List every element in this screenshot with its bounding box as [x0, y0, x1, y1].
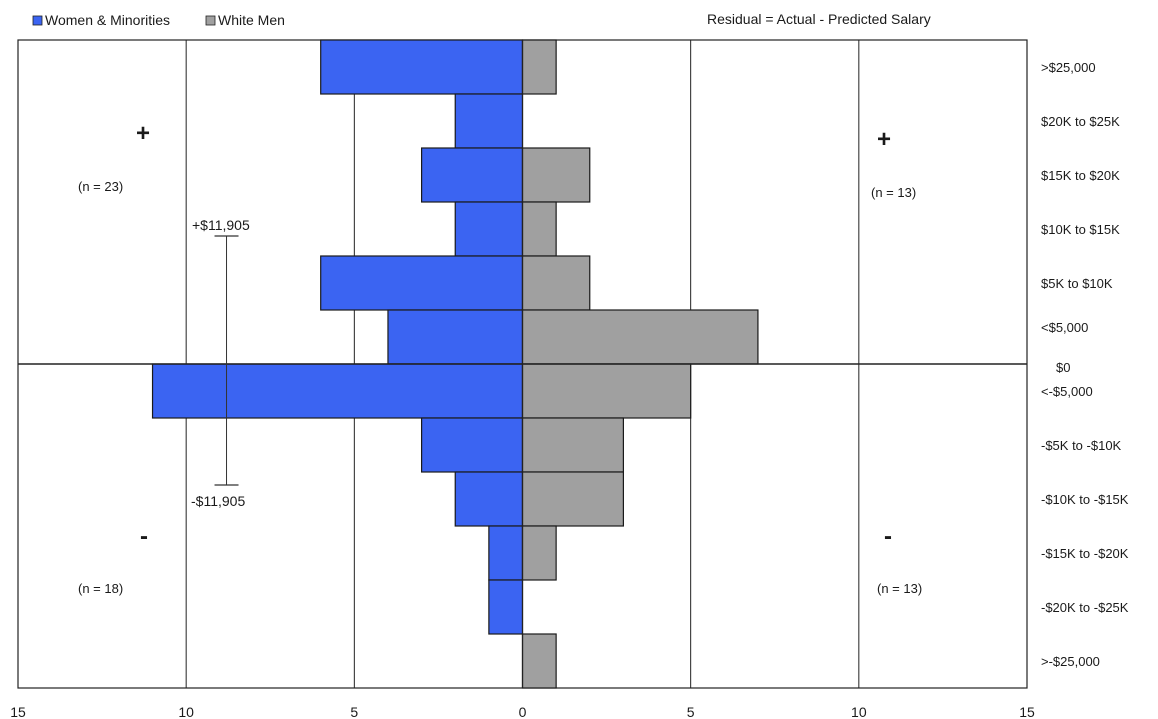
bar-white-men — [521, 39, 557, 95]
bar-women-minorities — [454, 201, 524, 257]
bar-women-minorities — [488, 579, 524, 635]
category-label: -$15K to -$20K — [1041, 546, 1129, 561]
bar-women-minorities — [320, 39, 524, 95]
category-label: <-$5,000 — [1041, 384, 1093, 399]
error-bar-lower-label: -$11,905 — [191, 493, 245, 509]
category-label: <$5,000 — [1041, 320, 1088, 335]
legend-label-white-men: White Men — [218, 12, 285, 28]
bar-white-men — [521, 147, 591, 203]
plus-sign-left: + — [136, 120, 150, 147]
chart-subtitle: Residual = Actual - Predicted Salary — [707, 11, 931, 27]
x-tick-label: 0 — [519, 704, 527, 719]
n-label-right-lower: (n = 13) — [877, 581, 922, 596]
category-label: -$20K to -$25K — [1041, 600, 1129, 615]
category-labels: >$25,000 $20K to $25K $15K to $20K $10K to … — [1041, 60, 1129, 669]
bar-women-minorities — [421, 417, 524, 473]
bars — [151, 39, 759, 689]
zero-label: $0 — [1056, 360, 1070, 375]
bar-women-minorities — [454, 93, 524, 149]
category-label: -$5K to -$10K — [1041, 438, 1122, 453]
n-label-left-lower: (n = 18) — [78, 581, 123, 596]
bar-women-minorities — [488, 525, 524, 581]
plus-sign-right: + — [877, 126, 891, 153]
x-tick-label: 15 — [1019, 704, 1035, 719]
x-tick-label: 5 — [687, 704, 695, 719]
x-tick-labels: 15 10 5 0 5 10 15 — [10, 704, 1035, 719]
category-label: >-$25,000 — [1041, 654, 1100, 669]
error-bar-upper-label: +$11,905 — [192, 217, 250, 233]
bar-white-men — [521, 525, 557, 581]
category-label: -$10K to -$15K — [1041, 492, 1129, 507]
legend: Women & Minorities White Men — [32, 12, 285, 28]
annotations: + + - - (n = 23) (n = 13) (n = 18) (n = … — [78, 120, 922, 596]
legend-label-women-minorities: Women & Minorities — [45, 12, 170, 28]
bar-white-men — [521, 363, 692, 419]
category-label: $10K to $15K — [1041, 222, 1120, 237]
x-tick-label: 10 — [178, 704, 194, 719]
x-tick-label: 10 — [851, 704, 867, 719]
bar-women-minorities — [151, 363, 524, 419]
legend-swatch-white-men — [205, 15, 216, 26]
x-tick-label: 5 — [350, 704, 358, 719]
legend-swatch-women-minorities — [32, 15, 43, 26]
bar-women-minorities — [454, 471, 524, 527]
n-label-left-upper: (n = 23) — [78, 179, 123, 194]
bar-white-men — [521, 309, 759, 365]
category-label: >$25,000 — [1041, 60, 1096, 75]
category-label: $5K to $10K — [1041, 276, 1113, 291]
minus-sign-left: - — [140, 523, 148, 550]
bar-white-men — [521, 471, 625, 527]
bar-women-minorities — [320, 255, 524, 311]
category-label: $15K to $20K — [1041, 168, 1120, 183]
x-tick-label: 15 — [10, 704, 26, 719]
category-label: $20K to $25K — [1041, 114, 1120, 129]
minus-sign-right: - — [884, 523, 892, 550]
axes — [18, 40, 1027, 688]
bar-white-men — [521, 633, 557, 689]
bar-women-minorities — [387, 309, 524, 365]
error-bar — [214, 235, 239, 486]
bar-white-men — [521, 255, 591, 311]
bar-women-minorities — [421, 147, 524, 203]
n-label-right-upper: (n = 13) — [871, 185, 916, 200]
bar-white-men — [521, 417, 625, 473]
bar-white-men — [521, 201, 557, 257]
